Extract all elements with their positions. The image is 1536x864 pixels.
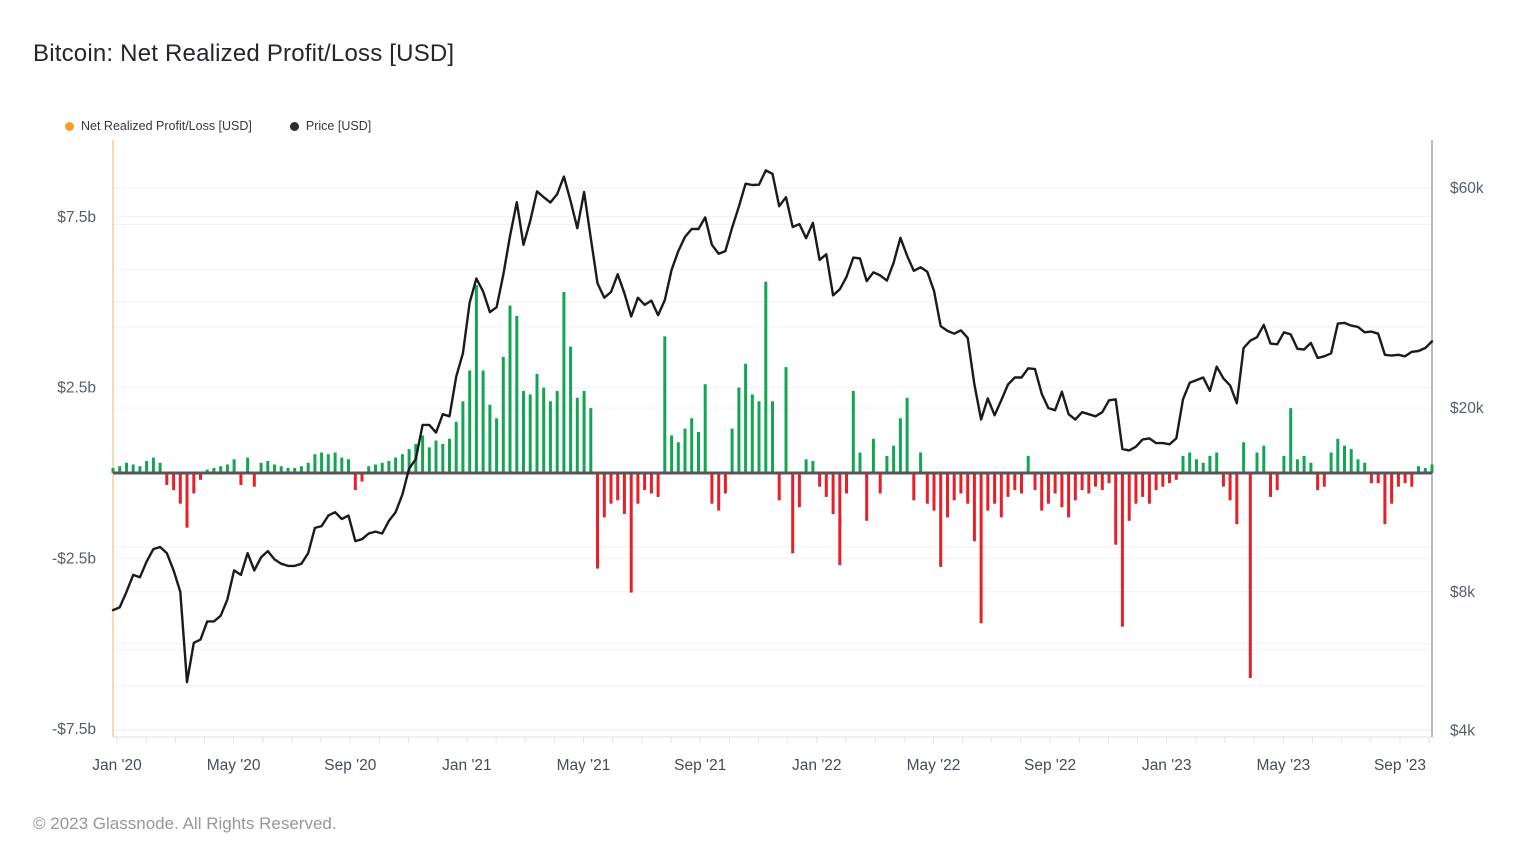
x-tick-label: Jan '22 <box>792 757 842 774</box>
x-tick-label: May '22 <box>907 757 961 774</box>
price-dot-icon <box>289 121 299 131</box>
legend-label-price: Price [USD] <box>305 119 372 133</box>
net-realized-profit-loss-dot-icon <box>65 121 74 131</box>
legend-label-net-realized-profit-loss: Net Realized Profit/Loss [USD] <box>81 119 252 133</box>
x-tick-label: May '23 <box>1257 757 1311 774</box>
y-left-tick-label: -$2.5b <box>52 550 96 567</box>
x-tick-label: Jan '20 <box>92 757 142 774</box>
x-tick-label: May '20 <box>207 757 261 774</box>
legend-item-net-realized-profit-loss[interactable]: Net Realized Profit/Loss [USD] <box>65 119 252 133</box>
page-title: Bitcoin: Net Realized Profit/Loss [USD] <box>33 40 455 67</box>
copyright-notice: © 2023 Glassnode. All Rights Reserved. <box>33 814 337 833</box>
y-left-tick-label: $7.5b <box>57 209 96 226</box>
legend: Net Realized Profit/Loss [USD] Price [US… <box>65 119 371 133</box>
x-tick-label: Sep '22 <box>1024 757 1076 774</box>
y-left-tick-label: -$7.5b <box>52 721 96 738</box>
y-right-tick-label: $8k <box>1450 584 1475 601</box>
x-tick-label: Jan '23 <box>1142 757 1192 774</box>
x-tick-label: May '21 <box>557 757 611 774</box>
y-right-tick-label: $20k <box>1450 400 1484 417</box>
x-tick-label: Sep '20 <box>324 757 376 774</box>
x-tick-label: Sep '23 <box>1374 757 1426 774</box>
x-tick-label: Sep '21 <box>674 757 726 774</box>
y-right-tick-label: $4k <box>1450 723 1475 740</box>
x-tick-label: Jan '21 <box>442 757 492 774</box>
legend-item-price[interactable]: Price [USD] <box>289 119 372 133</box>
y-right-tick-label: $60k <box>1450 180 1484 197</box>
y-left-tick-label: $2.5b <box>57 380 96 397</box>
